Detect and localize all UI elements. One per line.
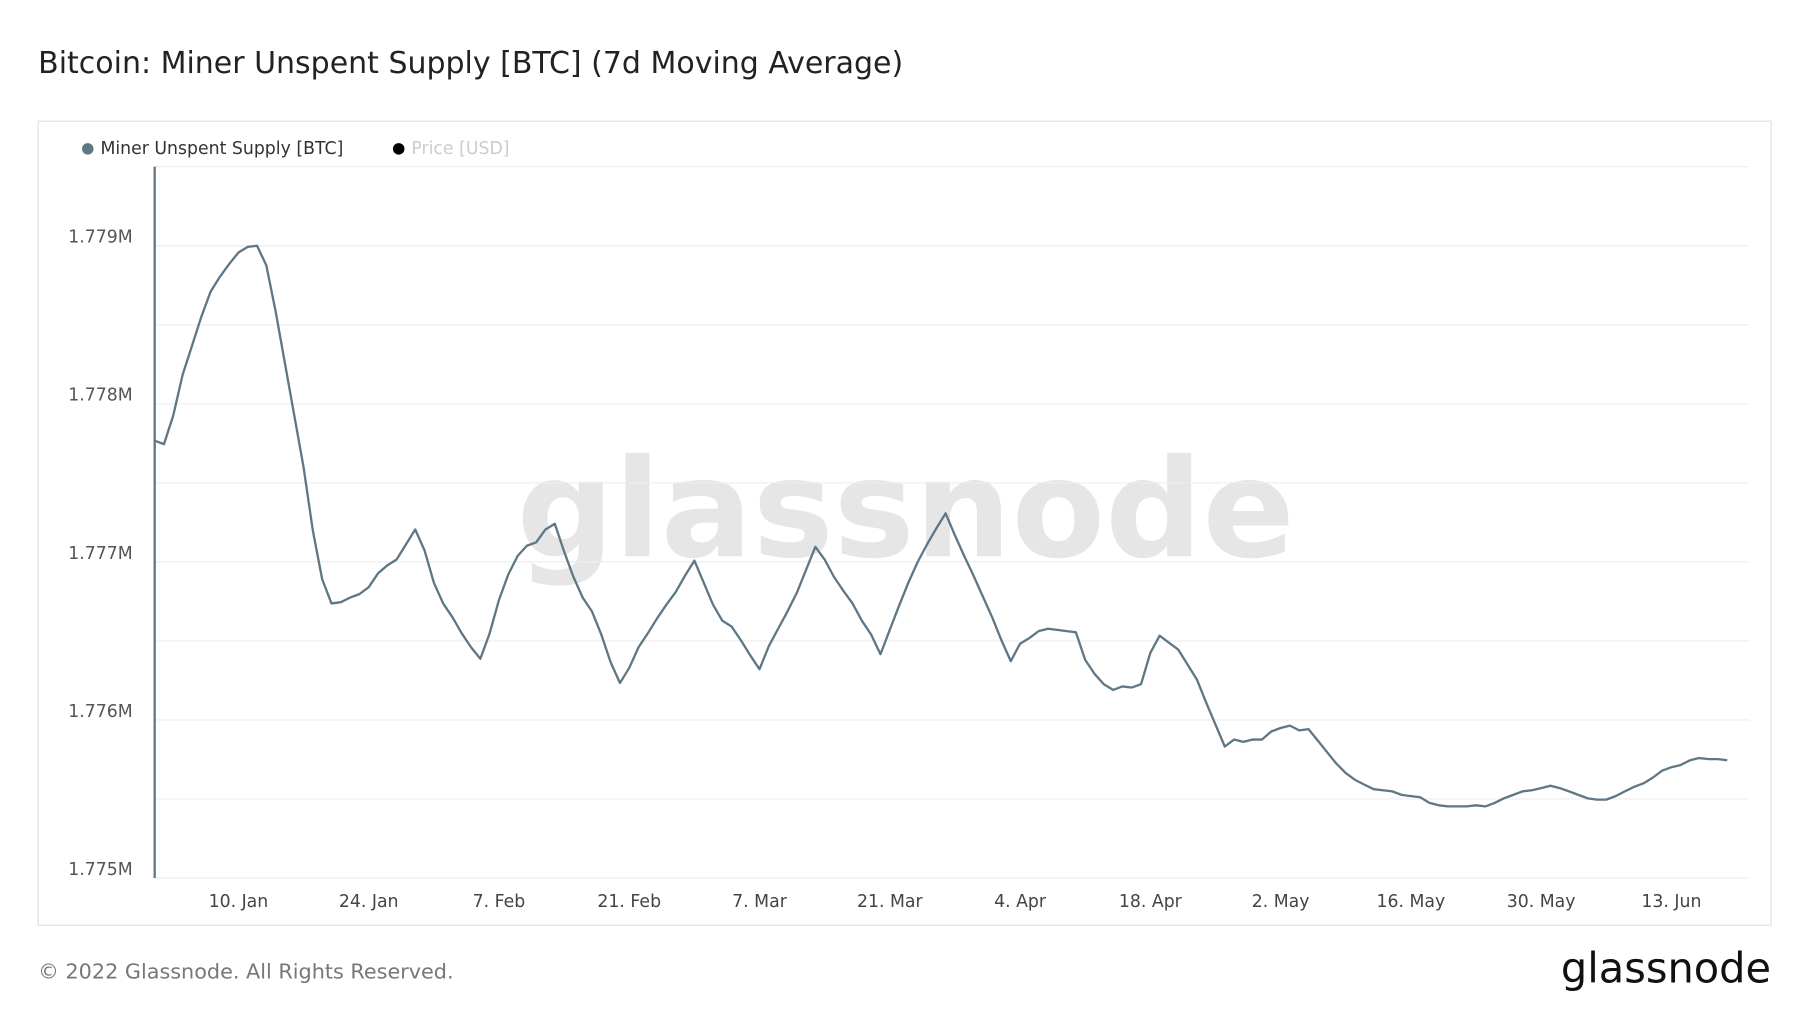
legend-label: Price [USD] <box>411 139 509 159</box>
y-tick-label: 1.775M <box>68 860 132 880</box>
x-tick-label: 7. Feb <box>473 892 526 912</box>
x-tick-label: 30. May <box>1507 892 1576 912</box>
watermark: glassnode <box>517 431 1295 589</box>
chart-title: Bitcoin: Miner Unspent Supply [BTC] (7d … <box>38 46 903 81</box>
plot-frame <box>37 120 1772 926</box>
y-tick-label: 1.779M <box>68 228 132 248</box>
x-tick-label: 4. Apr <box>994 892 1047 912</box>
x-tick-label: 7. Mar <box>732 892 788 912</box>
x-tick-label: 21. Feb <box>597 892 661 912</box>
y-tick-label: 1.777M <box>68 544 132 564</box>
x-tick-label: 10. Jan <box>209 892 269 912</box>
footer: © 2022 Glassnode. All Rights Reserved. <box>38 960 453 984</box>
legend-marker <box>392 143 405 155</box>
legend-marker <box>81 143 94 155</box>
x-tick-label: 24. Jan <box>339 892 399 912</box>
x-tick-label: 13. Jun <box>1641 892 1701 912</box>
legend-label: Miner Unspent Supply [BTC] <box>100 139 343 159</box>
x-tick-label: 18. Apr <box>1119 892 1183 912</box>
y-tick-label: 1.778M <box>68 386 132 406</box>
x-tick-label: 2. May <box>1252 892 1310 912</box>
logo: glassnode <box>1561 943 1771 992</box>
x-tick-label: 16. May <box>1376 892 1445 912</box>
x-tick-label: 21. Mar <box>857 892 924 912</box>
y-tick-label: 1.776M <box>68 702 132 722</box>
line-series <box>154 244 1728 808</box>
